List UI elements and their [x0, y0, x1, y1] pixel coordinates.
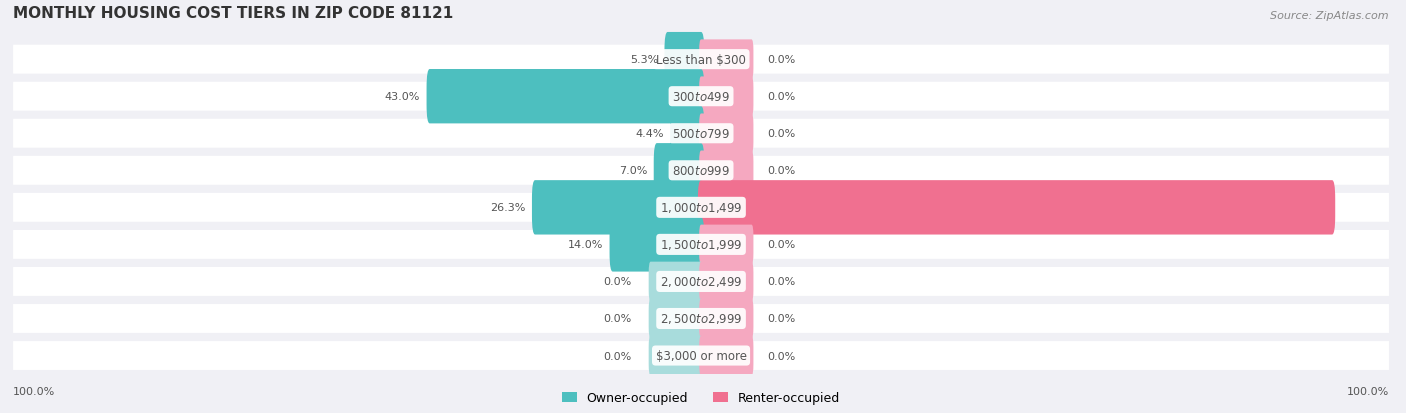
- FancyBboxPatch shape: [13, 45, 1389, 74]
- Text: $500 to $799: $500 to $799: [672, 128, 730, 140]
- Text: 0.0%: 0.0%: [768, 277, 796, 287]
- Text: 14.0%: 14.0%: [568, 240, 603, 250]
- FancyBboxPatch shape: [610, 218, 704, 272]
- Text: Less than $300: Less than $300: [657, 54, 747, 66]
- FancyBboxPatch shape: [13, 193, 1389, 222]
- Text: $800 to $999: $800 to $999: [672, 164, 730, 177]
- FancyBboxPatch shape: [648, 262, 703, 301]
- Text: Source: ZipAtlas.com: Source: ZipAtlas.com: [1270, 11, 1389, 21]
- Text: 0.0%: 0.0%: [768, 166, 796, 176]
- Text: 0.0%: 0.0%: [768, 240, 796, 250]
- FancyBboxPatch shape: [697, 181, 1336, 235]
- FancyBboxPatch shape: [531, 181, 704, 235]
- Text: 0.0%: 0.0%: [768, 92, 796, 102]
- Text: 0.0%: 0.0%: [768, 55, 796, 65]
- Text: 5.3%: 5.3%: [630, 55, 658, 65]
- FancyBboxPatch shape: [13, 83, 1389, 112]
- FancyBboxPatch shape: [699, 262, 754, 301]
- FancyBboxPatch shape: [426, 70, 704, 124]
- Text: 26.3%: 26.3%: [491, 203, 526, 213]
- Legend: Owner-occupied, Renter-occupied: Owner-occupied, Renter-occupied: [557, 386, 845, 409]
- Text: 0.0%: 0.0%: [603, 277, 631, 287]
- Text: 100.0%: 100.0%: [1347, 386, 1389, 396]
- Text: 0.0%: 0.0%: [768, 129, 796, 139]
- Text: 100.0%: 100.0%: [1341, 203, 1388, 213]
- FancyBboxPatch shape: [13, 341, 1389, 370]
- Text: 43.0%: 43.0%: [385, 92, 420, 102]
- FancyBboxPatch shape: [699, 225, 754, 265]
- Text: 7.0%: 7.0%: [619, 166, 647, 176]
- FancyBboxPatch shape: [13, 119, 1389, 148]
- FancyBboxPatch shape: [654, 144, 704, 198]
- FancyBboxPatch shape: [648, 299, 703, 338]
- FancyBboxPatch shape: [13, 304, 1389, 333]
- FancyBboxPatch shape: [699, 151, 754, 191]
- Text: $2,000 to $2,499: $2,000 to $2,499: [659, 275, 742, 289]
- Text: 100.0%: 100.0%: [13, 386, 55, 396]
- FancyBboxPatch shape: [13, 267, 1389, 296]
- Text: 0.0%: 0.0%: [768, 314, 796, 324]
- FancyBboxPatch shape: [648, 336, 703, 375]
- FancyBboxPatch shape: [699, 114, 754, 154]
- Text: $3,000 or more: $3,000 or more: [655, 349, 747, 362]
- FancyBboxPatch shape: [13, 157, 1389, 185]
- FancyBboxPatch shape: [699, 77, 754, 117]
- Text: $2,500 to $2,999: $2,500 to $2,999: [659, 312, 742, 326]
- FancyBboxPatch shape: [699, 336, 754, 375]
- FancyBboxPatch shape: [699, 299, 754, 338]
- FancyBboxPatch shape: [13, 230, 1389, 259]
- Text: 0.0%: 0.0%: [603, 314, 631, 324]
- Text: $1,000 to $1,499: $1,000 to $1,499: [659, 201, 742, 215]
- Text: 0.0%: 0.0%: [768, 351, 796, 361]
- Text: 0.0%: 0.0%: [603, 351, 631, 361]
- FancyBboxPatch shape: [671, 107, 704, 161]
- Text: $1,500 to $1,999: $1,500 to $1,999: [659, 238, 742, 252]
- FancyBboxPatch shape: [699, 40, 754, 80]
- Text: $300 to $499: $300 to $499: [672, 90, 730, 103]
- Text: MONTHLY HOUSING COST TIERS IN ZIP CODE 81121: MONTHLY HOUSING COST TIERS IN ZIP CODE 8…: [13, 6, 454, 21]
- Text: 4.4%: 4.4%: [636, 129, 664, 139]
- FancyBboxPatch shape: [665, 33, 704, 87]
